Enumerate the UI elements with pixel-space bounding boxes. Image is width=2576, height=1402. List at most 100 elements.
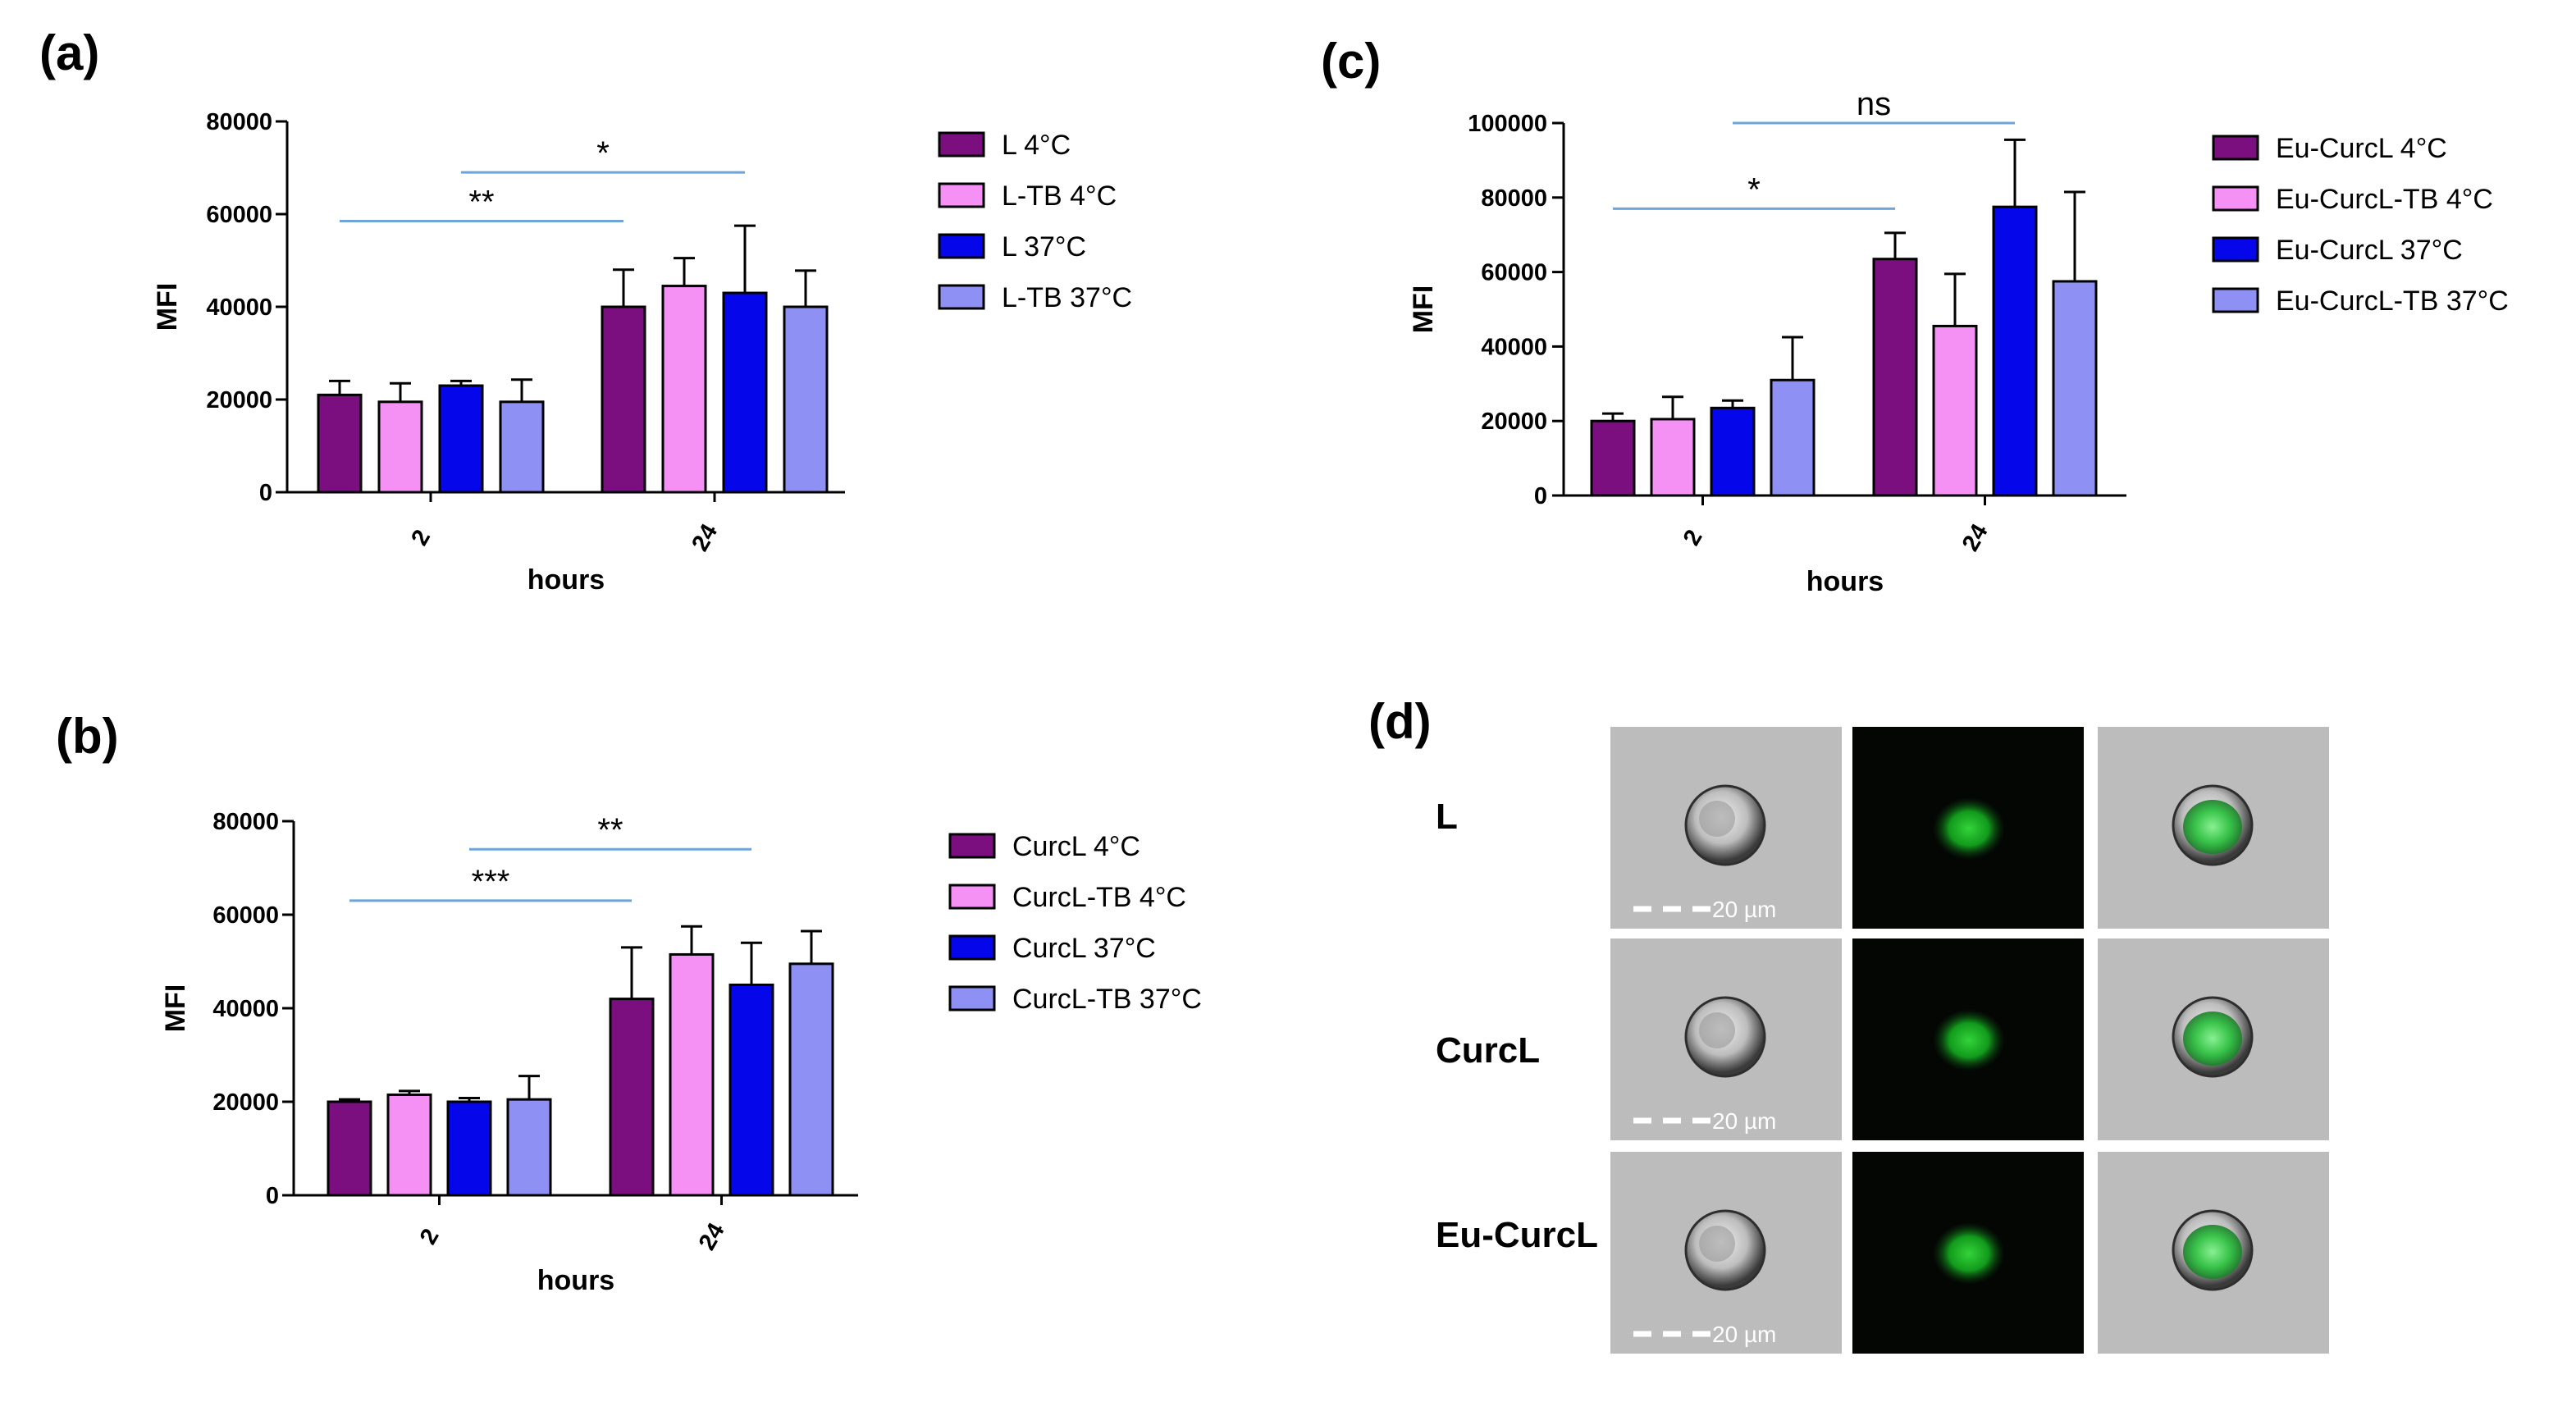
legend-swatch [948, 985, 996, 1012]
x-axis-title: hours [537, 1265, 614, 1296]
y-tick-label: 80000 [212, 809, 279, 835]
panel-letter: (b) [56, 709, 119, 764]
bar-2h-series-4 [499, 400, 545, 494]
scale-bar-label: 20 µm [1712, 1322, 1776, 1347]
bar-24h-series-1 [1872, 258, 1918, 497]
bar-24h-series-1 [609, 998, 655, 1197]
legend-label: CurcL 4°C [1012, 831, 1140, 862]
y-axis-title: MFI [160, 984, 191, 1033]
row-label: CurcL [1436, 1030, 1540, 1071]
legend-swatch [948, 884, 996, 910]
bar-24h-series-3 [722, 291, 768, 494]
x-tick-label: 2 [1679, 526, 1708, 550]
legend-swatch [938, 284, 985, 310]
scale-bar-label: 20 µm [1712, 1108, 1776, 1134]
bar-2h-series-3 [438, 384, 484, 494]
legend-swatch [2212, 287, 2259, 313]
bar-2h-series-1 [327, 1100, 372, 1197]
significance-label: * [596, 135, 610, 171]
brightfield-image: 20 µm [1610, 1152, 1842, 1354]
y-tick-label: 0 [1534, 483, 1547, 509]
cell-nucleus [1699, 1012, 1735, 1048]
x-tick-label: 2 [415, 1225, 445, 1249]
legend-swatch [948, 934, 996, 961]
legend-label: CurcL-TB 4°C [1012, 882, 1186, 913]
y-tick-label: 80000 [206, 109, 272, 135]
merged-image [2098, 938, 2329, 1140]
legend-label: L-TB 37°C [1002, 282, 1132, 313]
y-tick-label: 100000 [1468, 111, 1547, 137]
scale-bar-label: 20 µm [1712, 897, 1776, 922]
bar-24h-series-4 [783, 305, 829, 494]
panel-letter: (a) [39, 25, 99, 80]
significance-label: * [1747, 171, 1761, 208]
merged-image [2098, 1152, 2329, 1354]
y-tick-label: 0 [259, 480, 272, 506]
legend-swatch [938, 182, 985, 208]
bar-24h-series-2 [661, 285, 707, 494]
legend-label: CurcL-TB 37°C [1012, 984, 1202, 1015]
legend-label: Eu-CurcL-TB 4°C [2276, 184, 2493, 215]
fluorescence-image [1852, 727, 2084, 929]
legend-label: L-TB 4°C [1002, 180, 1117, 212]
legend-swatch [938, 233, 985, 259]
y-axis-title: MFI [152, 283, 183, 331]
x-tick-label: 2 [406, 526, 436, 550]
bar-2h-series-3 [446, 1100, 492, 1197]
fluorescence-image [1852, 1152, 2084, 1354]
bar-24h-series-4 [2052, 280, 2098, 497]
x-tick-label: 24 [694, 1219, 730, 1255]
y-axis-title: MFI [1408, 285, 1439, 334]
legend-swatch [948, 833, 996, 859]
y-tick-label: 40000 [1481, 334, 1547, 360]
y-tick-label: 60000 [1481, 260, 1547, 286]
fluorescence-image [1852, 938, 2084, 1140]
merged-signal [2183, 800, 2242, 854]
legend-swatch [2212, 135, 2259, 161]
bar-2h-series-4 [506, 1098, 552, 1197]
legend-label: Eu-CurcL-TB 37°C [2276, 285, 2509, 317]
cell-nucleus [1699, 1226, 1735, 1262]
y-tick-label: 80000 [1481, 185, 1547, 212]
legend-swatch [2212, 236, 2259, 263]
y-tick-label: 60000 [206, 202, 272, 228]
bar-2h-series-1 [1590, 419, 1636, 497]
y-tick-label: 20000 [212, 1089, 279, 1116]
significance-label: ** [597, 812, 623, 848]
row-label: Eu-CurcL [1436, 1215, 1598, 1255]
y-tick-label: 40000 [206, 295, 272, 321]
bar-24h-series-2 [669, 952, 715, 1197]
y-tick-label: 60000 [212, 902, 279, 929]
panel-letter: (d) [1368, 694, 1432, 749]
brightfield-image: 20 µm [1610, 727, 1842, 929]
bar-2h-series-2 [386, 1093, 432, 1197]
brightfield-image: 20 µm [1610, 938, 1842, 1140]
merged-image [2098, 727, 2329, 929]
bar-2h-series-2 [1650, 418, 1696, 497]
fluorescent-signal [1933, 797, 2005, 860]
legend-label: L 4°C [1002, 130, 1071, 161]
bar-2h-series-4 [1770, 378, 1816, 497]
chart-panel-3: (c) 0 20000 40000 60000 80000 100000 MFI hours 2 2… [1321, 34, 2509, 597]
x-axis-title: hours [528, 564, 605, 596]
significance-label: *** [472, 864, 510, 900]
legend-swatch [2212, 185, 2259, 212]
legend-label: L 37°C [1002, 231, 1086, 263]
legend-label: Eu-CurcL 37°C [2276, 235, 2463, 266]
fluorescent-signal [1933, 1009, 2005, 1071]
panel-letter: (c) [1321, 34, 1381, 89]
merged-signal [2183, 1012, 2242, 1066]
bar-24h-series-3 [728, 984, 774, 1197]
legend-label: Eu-CurcL 4°C [2276, 133, 2447, 164]
bar-24h-series-3 [1992, 205, 2038, 497]
significance-label: ns [1857, 86, 1891, 122]
legend-swatch [938, 131, 985, 158]
bar-24h-series-2 [1932, 324, 1978, 497]
bar-2h-series-2 [377, 400, 423, 494]
bar-2h-series-1 [317, 393, 363, 494]
y-tick-label: 20000 [206, 387, 272, 413]
significance-label: ** [468, 184, 494, 220]
